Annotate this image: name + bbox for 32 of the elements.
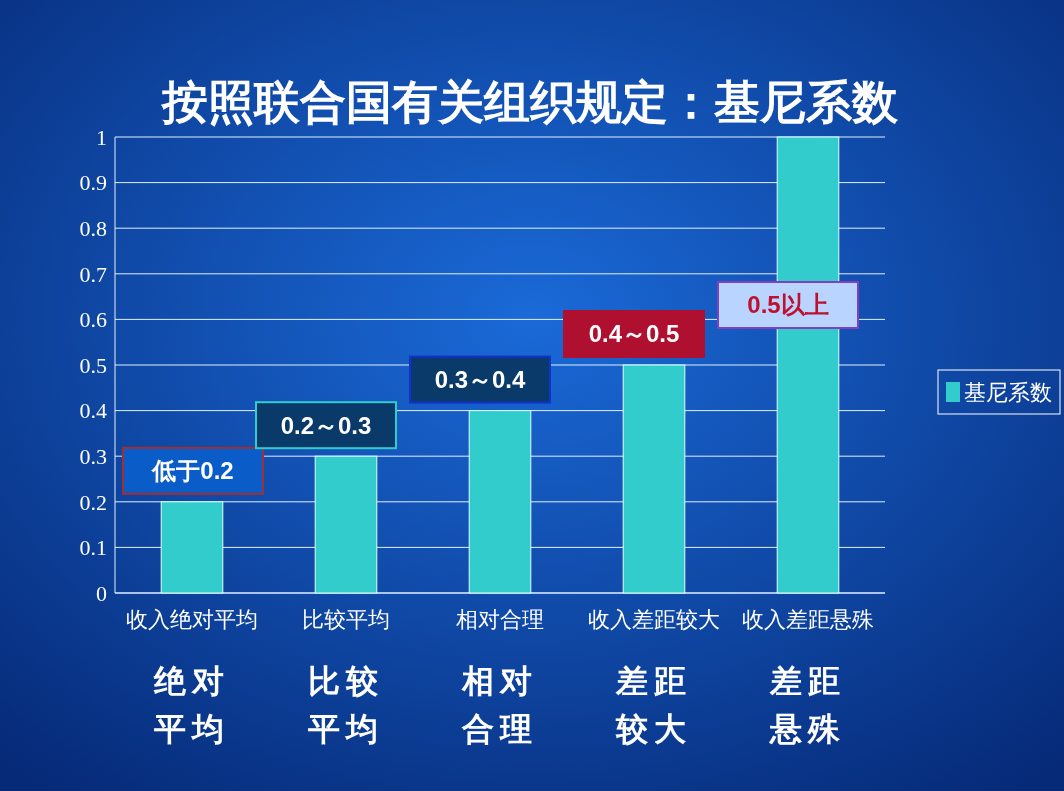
x-tick-label: 收入差距悬殊 [742, 607, 874, 632]
y-tick-label: 0 [96, 580, 107, 606]
text: 比较平均 [307, 662, 384, 748]
y-tick-label: 1 [96, 124, 107, 150]
y-tick-label: 0.2 [79, 489, 107, 515]
text: 差距较大 [615, 662, 692, 748]
annotation: 0.3～0.4 [434, 366, 527, 393]
bar [314, 455, 378, 594]
annotation: 0.4～0.5 [588, 320, 680, 348]
bar [160, 501, 224, 594]
y-tick-label: 0.9 [79, 170, 107, 196]
y-tick-label: 0.4 [79, 398, 107, 424]
text: 相对合理 [461, 662, 538, 748]
chart-title: 按照联合国有关组织规定：基尼系数 [160, 75, 899, 129]
annotation: 低于0.2 [151, 457, 234, 485]
text: 绝对平均 [153, 662, 230, 748]
x-tick-label: 比较平均 [302, 607, 390, 632]
annotation: 0.5以上 [747, 291, 829, 319]
bar [468, 410, 532, 594]
annotation: 0.2～0.3 [280, 411, 372, 439]
y-tick-label: 0.8 [79, 215, 107, 241]
bar [622, 364, 686, 594]
text: 基尼系数 [964, 379, 1052, 405]
y-tick-label: 0.6 [79, 307, 107, 333]
y-tick-label: 0.1 [79, 535, 107, 561]
y-tick-label: 0.5 [79, 352, 107, 378]
y-tick-label: 0.3 [79, 443, 107, 469]
x-tick-label: 收入绝对平均 [126, 607, 258, 632]
y-tick-label: 0.7 [79, 261, 107, 287]
x-tick-label: 相对合理 [456, 607, 544, 632]
x-tick-label: 收入差距较大 [588, 607, 720, 632]
text: 差距悬殊 [768, 662, 846, 748]
